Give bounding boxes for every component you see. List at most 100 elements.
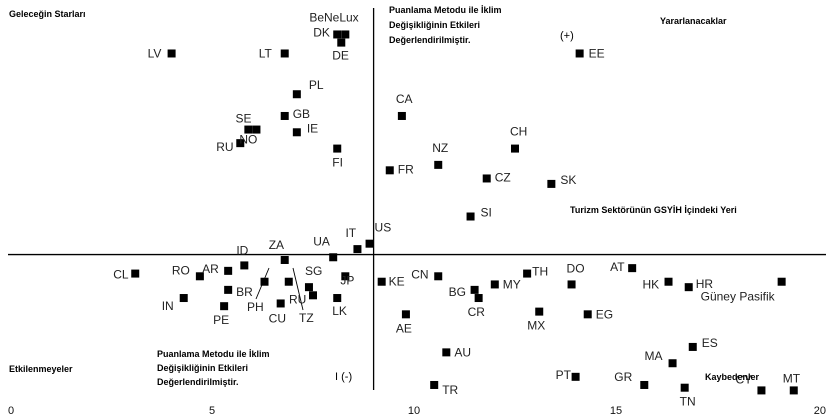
data-point-ro: [195, 272, 204, 281]
data-point-in: [179, 294, 188, 303]
data-points: [131, 30, 798, 395]
tz-leader-line: [292, 267, 304, 311]
data-label-no: NO: [239, 133, 257, 147]
data-point-nz: [434, 160, 443, 169]
data-label-ua: UA: [313, 234, 330, 248]
data-label-ph: PH: [247, 300, 264, 314]
data-label-sk: SK: [560, 173, 576, 187]
method-note-bottom-line-3: Değerlendirilmiştir.: [157, 377, 239, 387]
data-label-dk: DK: [313, 25, 330, 39]
data-label-tz: TZ: [299, 311, 314, 325]
data-label-ru: RU: [289, 292, 306, 306]
data-label-cn: CN: [411, 267, 428, 281]
data-point-cn: [434, 272, 443, 281]
data-point-benelux: [341, 30, 350, 39]
quadrant-label-bottom-left: Etkilenmeyeler: [9, 364, 73, 374]
data-point-us: [365, 239, 374, 248]
data-point-dk: [333, 30, 342, 39]
data-label-pl: PL: [309, 78, 324, 92]
data-point-ie: [292, 128, 301, 137]
data-point-fr: [385, 166, 394, 175]
data-point-g-ney-pasifik: [777, 277, 786, 286]
data-point-lk: [333, 294, 342, 303]
data-point-si: [466, 212, 475, 221]
data-label-pt: PT: [556, 368, 572, 382]
data-point-cy: [757, 386, 766, 395]
data-point-za: [280, 255, 289, 264]
data-label-lv: LV: [148, 46, 162, 60]
data-label-se: SE: [235, 112, 251, 126]
method-note-top-line-3: Değerlendirilmiştir.: [389, 35, 471, 45]
x-tick-label-20: 20: [814, 405, 826, 417]
data-point-fi: [333, 144, 342, 153]
data-label-g-ney-pasifik: Güney Pasifik: [701, 290, 776, 304]
x-tick-label-5: 5: [209, 405, 215, 417]
data-point-pl: [292, 90, 301, 99]
data-point-cl: [131, 269, 140, 278]
data-point-ae: [401, 310, 410, 319]
data-label-ca: CA: [396, 92, 413, 106]
data-label-ar: AR: [202, 262, 219, 276]
data-point-ar: [224, 266, 233, 275]
data-point-at: [628, 264, 637, 273]
data-point-ru: [236, 139, 245, 148]
data-label-tn: TN: [680, 395, 696, 409]
data-point-tr: [430, 380, 439, 389]
data-label-ma: MA: [645, 349, 663, 363]
data-label-ro: RO: [172, 263, 190, 277]
data-label-bg: BG: [449, 285, 466, 299]
data-label-cl: CL: [113, 268, 129, 282]
data-point-do: [567, 280, 576, 289]
data-point-lv: [167, 49, 176, 58]
data-point-cz: [482, 174, 491, 183]
method-note-top-line-1: Puanlama Metodu ile İklim: [389, 5, 502, 15]
plus-sign: (+): [560, 30, 574, 42]
x-tick-label-0: 0: [8, 405, 14, 417]
data-label-us: US: [375, 221, 392, 235]
data-point-ma: [668, 359, 677, 368]
data-point-tn: [680, 383, 689, 392]
data-point-no: [244, 125, 253, 134]
data-point-cr: [474, 294, 483, 303]
data-point-ee: [575, 49, 584, 58]
data-label-cz: CZ: [495, 170, 511, 184]
data-point-mt: [789, 386, 798, 395]
x-tick-labels: 0 5 10 15 20: [8, 405, 826, 417]
x-tick-label-10: 10: [408, 405, 420, 417]
data-point-hk: [664, 277, 673, 286]
data-label-pe: PE: [213, 313, 229, 327]
tourism-axis-note: Turizm Sektörünün GSYİH İçindeki Yeri: [570, 205, 737, 215]
data-label-si: SI: [481, 206, 492, 220]
x-tick-label-15: 15: [610, 405, 622, 417]
data-label-ae: AE: [396, 321, 412, 335]
data-label-za: ZA: [269, 238, 284, 252]
data-point-ke: [377, 277, 386, 286]
data-label-mx: MX: [527, 319, 545, 333]
data-point-id: [240, 261, 249, 270]
data-point-bg: [470, 285, 479, 294]
data-label-fr: FR: [398, 162, 414, 176]
data-point-pt: [571, 372, 580, 381]
data-label-tr: TR: [442, 383, 458, 397]
data-point-gr: [640, 380, 649, 389]
quadrant-label-top-left: Geleceğin Starları: [9, 9, 86, 19]
data-label-br: BR: [236, 285, 253, 299]
data-label-do: DO: [567, 261, 585, 275]
data-point-ca: [397, 111, 406, 120]
data-point-ph: [260, 277, 269, 286]
data-point-au: [442, 348, 451, 357]
data-label-gr: GR: [614, 370, 632, 384]
data-point-it: [353, 245, 362, 254]
data-label-eg: EG: [596, 307, 613, 321]
data-label-ru: RU: [216, 140, 233, 154]
data-label-de: DE: [332, 49, 349, 63]
data-point-tz: [284, 277, 293, 286]
method-note-top-line-2: Değişikliğinin Etkileri: [389, 20, 480, 30]
data-point-br: [224, 285, 233, 294]
data-point-eg: [583, 310, 592, 319]
data-label-es: ES: [702, 336, 718, 350]
minus-sign: I (-): [335, 371, 352, 383]
method-note-bottom-line-2: Değişikliğinin Etkileri: [157, 363, 248, 373]
data-point-sk: [547, 179, 556, 188]
